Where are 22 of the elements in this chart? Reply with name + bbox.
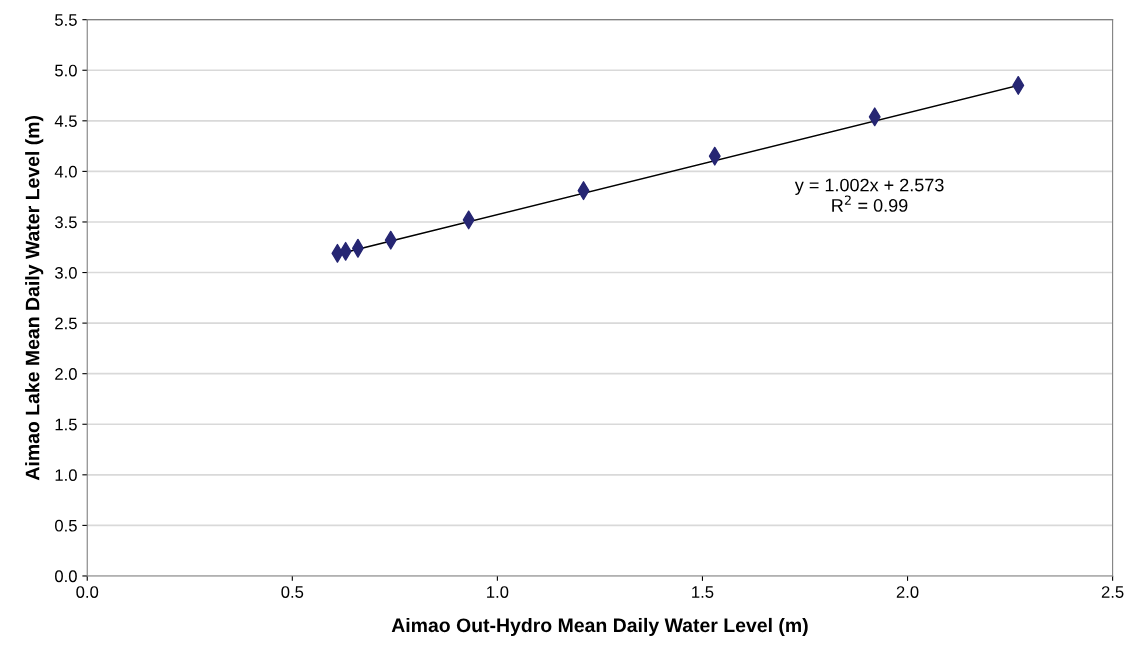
x-tick-label: 2.5 — [1101, 586, 1124, 598]
x-tick-label: 0.0 — [76, 586, 99, 598]
y-tick-label: 4.5 — [54, 115, 77, 128]
y-axis-title: Aimao Lake Mean Daily Water Level (m) — [25, 115, 44, 481]
y-tick-label: 0.0 — [55, 570, 77, 583]
x-tick-label: 2.0 — [896, 586, 919, 598]
x-axis-title: Aimao Out-Hydro Mean Daily Water Level (m) — [391, 617, 808, 637]
y-tick-label: 3.5 — [54, 216, 77, 229]
y-tick-label: 1.5 — [55, 418, 77, 431]
y-tick-label: 0.5 — [55, 519, 77, 532]
annotation: y = 1.002x + 2.573 — [794, 178, 944, 195]
x-tick-label: 1.0 — [487, 586, 509, 598]
x-tick-label: 0.5 — [281, 586, 304, 598]
y-tick-label: 3.0 — [54, 266, 77, 279]
annotation: R$^{2}$ = 0.99 — [832, 195, 908, 212]
y-tick-label: 1.0 — [55, 469, 77, 482]
y-tick-label: 5.5 — [55, 14, 77, 26]
y-tick-label: 2.0 — [55, 368, 77, 380]
x-tick-label: 1.5 — [692, 586, 714, 598]
y-tick-label: 4.0 — [54, 165, 77, 178]
y-tick-label: 2.5 — [55, 317, 77, 330]
y-tick-label: 5.0 — [55, 64, 77, 77]
